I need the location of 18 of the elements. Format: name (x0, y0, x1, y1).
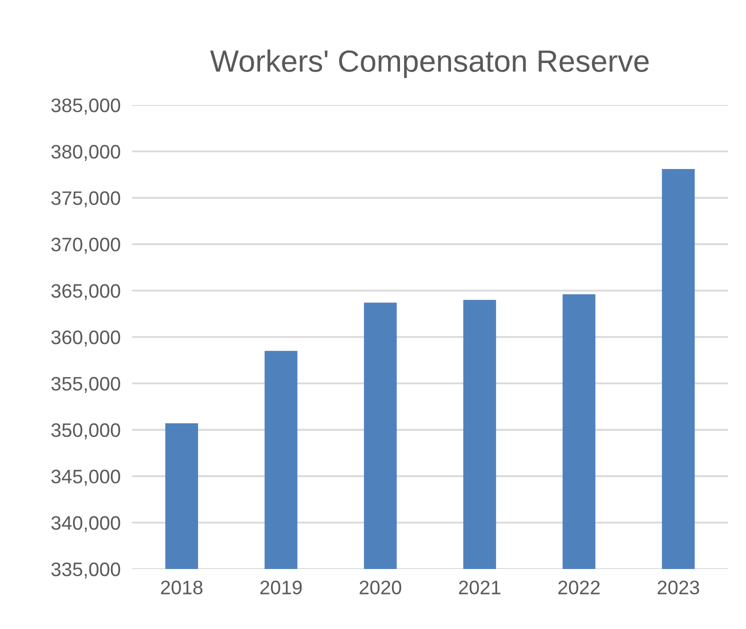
x-tick-label: 2022 (558, 580, 600, 594)
y-tick-label: 385,000 (51, 98, 120, 115)
x-tick-label: 2019 (260, 580, 302, 594)
y-tick-label: 370,000 (51, 238, 120, 254)
y-tick-label: 375,000 (51, 191, 120, 208)
y-tick-label: 335,000 (51, 562, 120, 579)
y-tick-label: 355,000 (51, 376, 120, 393)
y-tick-label: 345,000 (51, 470, 120, 486)
x-tick-label: 2018 (161, 580, 202, 594)
y-tick-label: 340,000 (51, 516, 120, 532)
y-tick-label: 360,000 (51, 330, 120, 347)
y-tick-label: 350,000 (51, 423, 120, 440)
x-tick-label: 2020 (360, 580, 402, 594)
x-tick-label: 2023 (658, 580, 700, 594)
y-tick-label: 365,000 (51, 284, 120, 300)
chart-title: Workers' Compensaton Reserve (210, 50, 649, 78)
x-tick-label: 2021 (459, 580, 500, 594)
y-tick-label: 380,000 (51, 144, 120, 161)
